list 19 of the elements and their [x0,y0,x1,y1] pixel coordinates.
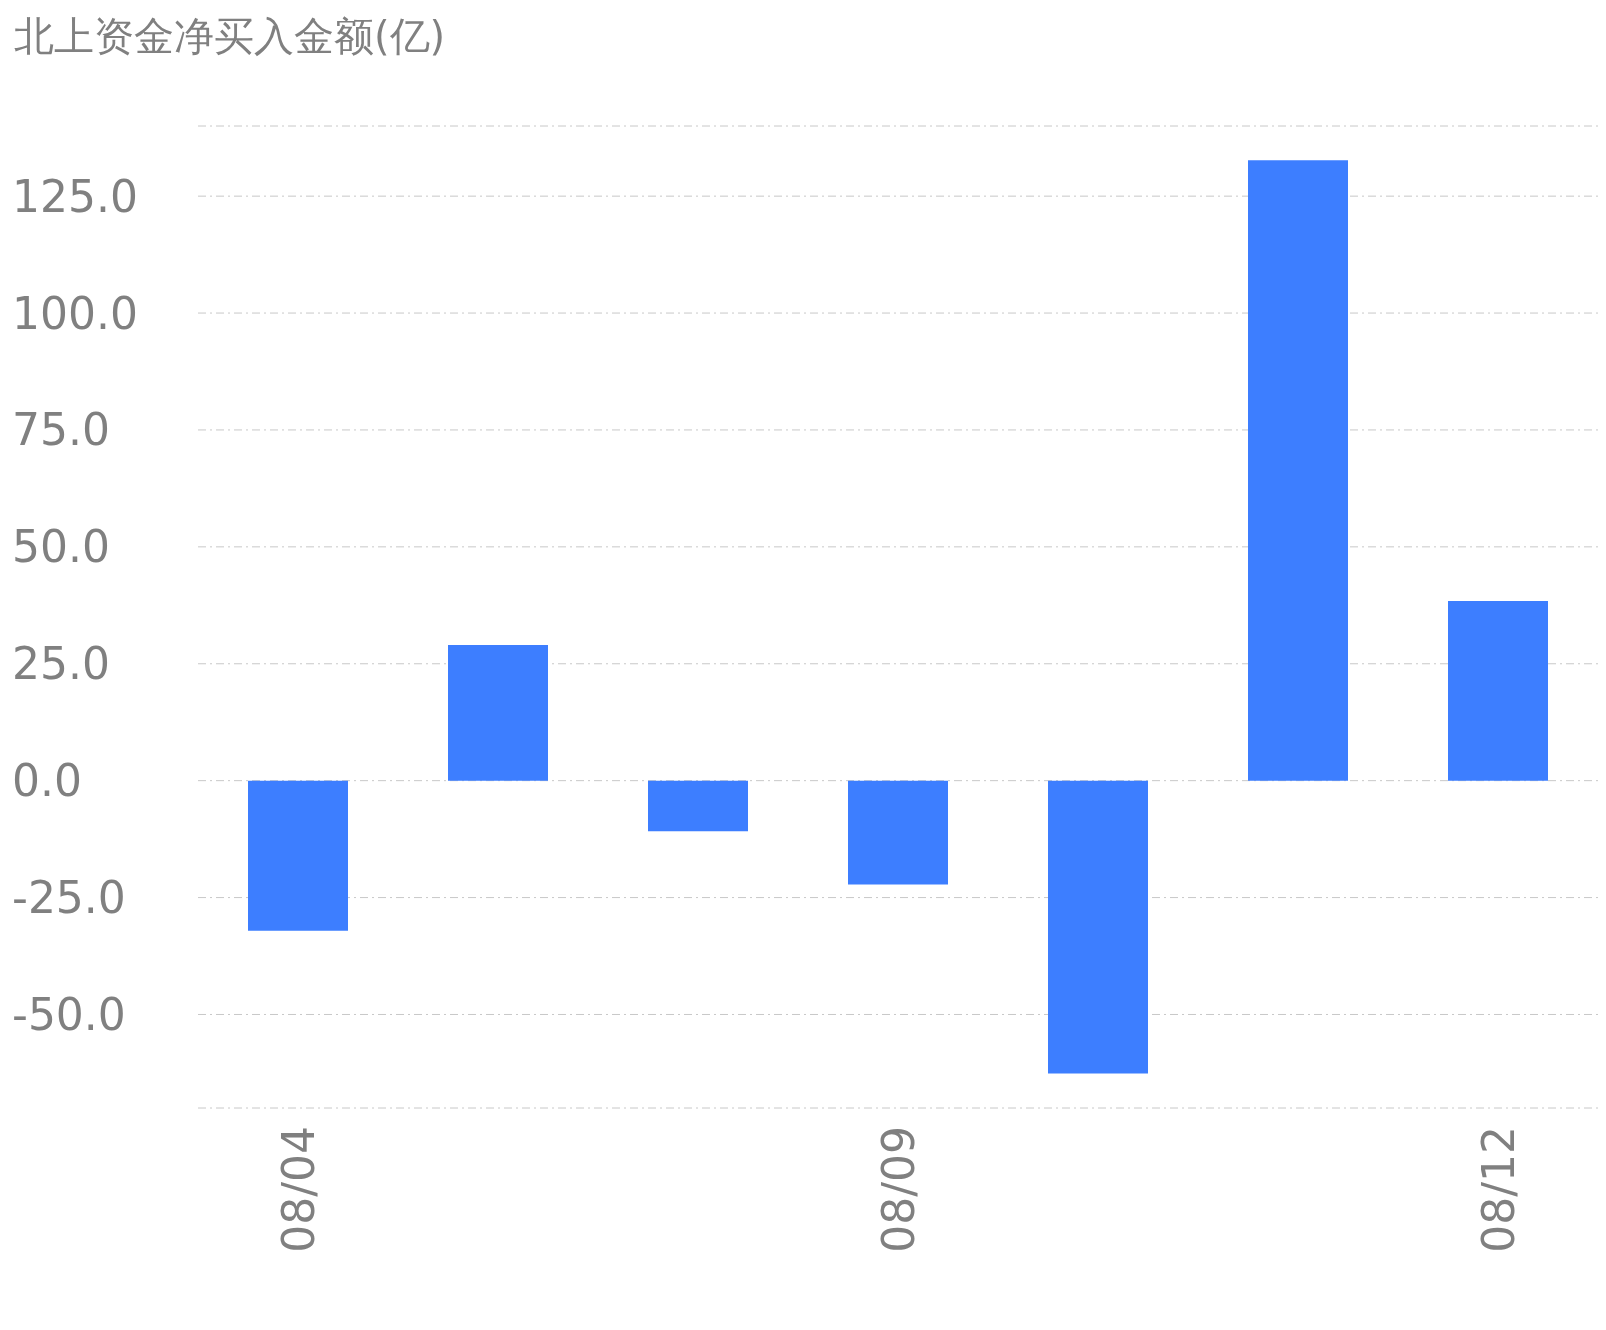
y-tick-label: 0.0 [12,755,82,807]
bar [248,780,348,931]
chart-title: 北上资金净买入金额(亿) [13,12,447,61]
x-tick-label: 08/09 [872,1126,924,1253]
bar [448,645,548,781]
y-tick-label: -50.0 [12,988,126,1040]
bar [848,780,948,885]
y-tick-label: 75.0 [12,404,110,456]
bar [648,780,748,832]
bar [1448,601,1548,781]
y-tick-label: 50.0 [12,521,110,573]
bar [1248,160,1348,781]
x-tick-label: 08/12 [1472,1126,1524,1253]
y-tick-label: 25.0 [12,638,110,690]
y-tick-label: 125.0 [12,170,138,222]
x-tick-label: 08/04 [272,1126,324,1253]
bar [1048,780,1148,1074]
y-tick-label: -25.0 [12,872,126,924]
y-tick-label: 100.0 [12,287,138,339]
